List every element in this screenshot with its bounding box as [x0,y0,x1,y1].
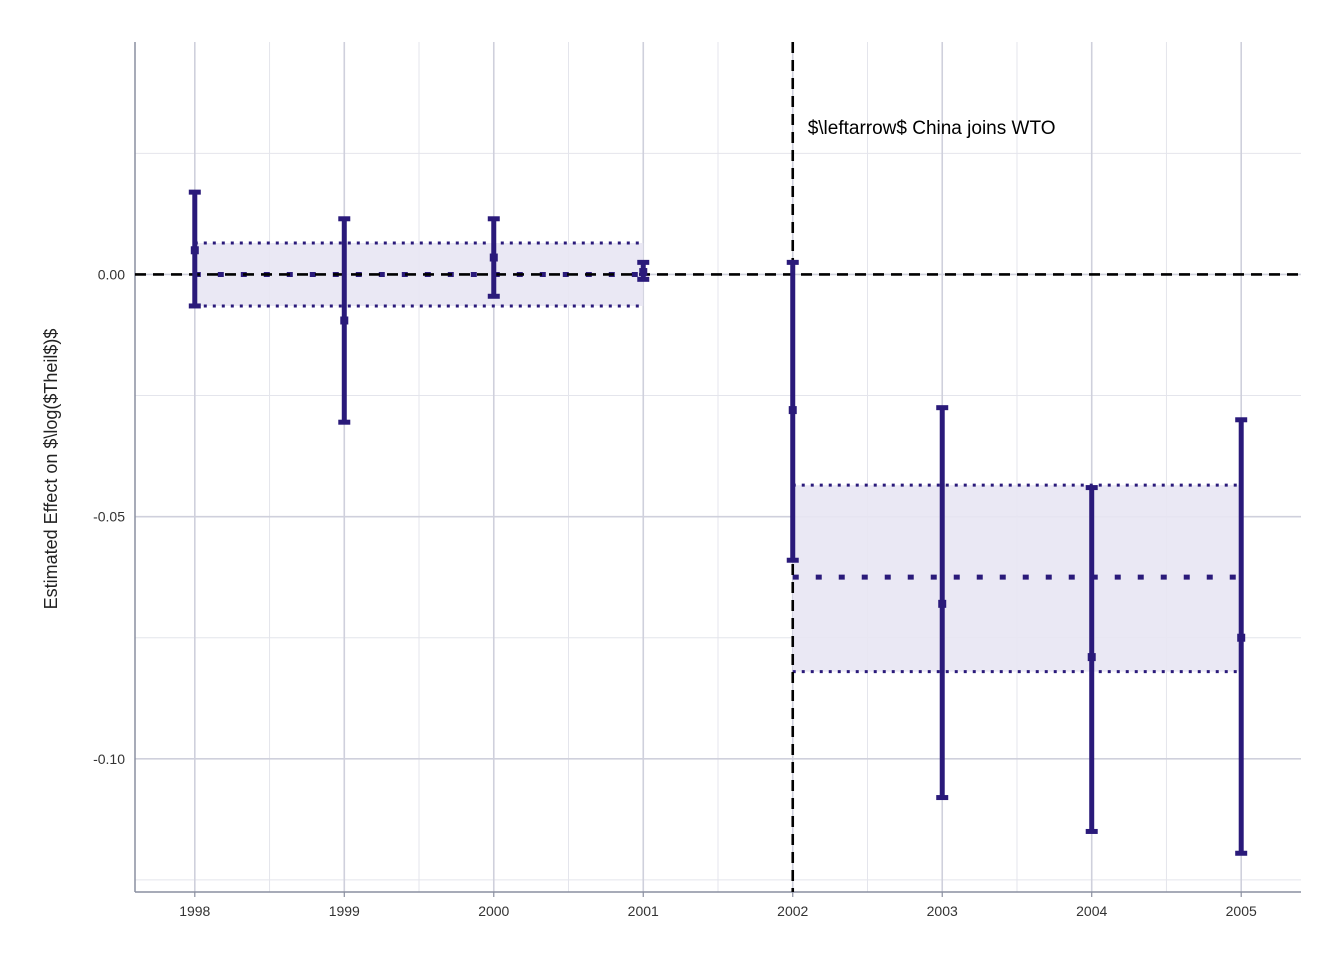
x-tick-label: 2004 [1076,903,1107,919]
x-tick-label: 2005 [1226,903,1257,919]
y-tick-label: -0.05 [93,509,125,525]
x-tick-label: 1999 [329,903,360,919]
point-estimate [938,599,947,608]
point-estimate [1087,653,1096,662]
point-estimate [788,406,797,415]
axes [134,42,1301,897]
estimates [188,189,1248,856]
x-tick-label: 2000 [478,903,509,919]
x-tick-label: 2003 [927,903,958,919]
x-tick-label: 1998 [179,903,210,919]
point-estimate [639,268,648,277]
x-tick-label: 2001 [628,903,659,919]
point-estimate [489,253,498,262]
y-axis-title: Estimated Effect on $\log($Theil$)$ [41,329,61,610]
point-estimate [190,246,199,255]
wto-annotation: $\leftarrow$ China joins WTO [808,118,1056,139]
x-tick-labels: 1998 1999 2000 2001 2002 2003 2004 2005 [179,903,1257,919]
point-estimate [340,316,349,325]
x-tick-label: 2002 [777,903,808,919]
y-tick-label: 0.00 [98,266,125,282]
reference-lines [135,42,1301,892]
y-tick-label: -0.10 [93,751,125,767]
minor-gridlines [135,42,1301,892]
pooled-band [792,485,1242,672]
y-tick-labels: 0.00 -0.05 -0.10 [93,266,125,766]
point-estimate [1237,633,1246,642]
